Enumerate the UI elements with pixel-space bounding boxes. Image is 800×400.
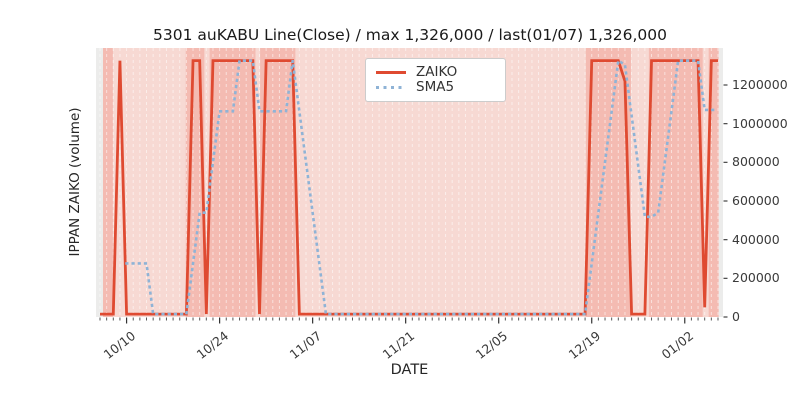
sma5-line-swatch (376, 86, 406, 89)
y-tick-label: 1000000 (732, 115, 788, 131)
y-axis-label: IPPAN ZAIKO (volume) (67, 107, 83, 257)
y-tick-label: 800000 (732, 154, 780, 170)
chart-title: 5301 auKABU Line(Close) / max 1,326,000 … (153, 26, 667, 44)
x-tick-label: 11/21 (379, 328, 417, 363)
x-tick-label: 01/02 (658, 328, 696, 363)
legend: ZAIKO SMA5 (365, 58, 506, 102)
legend-item-zaiko: ZAIKO (376, 65, 495, 80)
sma5-line (125, 58, 720, 316)
band (102, 48, 113, 317)
band (585, 48, 631, 317)
y-tick-label: 1200000 (732, 77, 788, 92)
y-tick-label: 0 (732, 309, 740, 324)
x-tick-label: 12/05 (472, 328, 510, 363)
x-tick-label: 10/10 (100, 328, 138, 363)
x-tick-label: 12/19 (565, 328, 603, 363)
y-tick-label: 200000 (732, 270, 780, 286)
band (708, 48, 719, 317)
legend-label-zaiko: ZAIKO (416, 63, 458, 80)
y-tick-label: 400000 (732, 231, 780, 247)
legend-label-sma5: SMA5 (416, 78, 455, 95)
x-axis-label: DATE (390, 362, 429, 378)
legend-item-sma5: SMA5 (376, 80, 495, 95)
zaiko-line-swatch (376, 71, 406, 74)
x-tick-label: 11/07 (286, 328, 324, 363)
plot-area: ZAIKO SMA5 (96, 48, 728, 324)
y-tick-label: 600000 (732, 193, 780, 208)
x-tick-label: 10/24 (193, 328, 231, 363)
